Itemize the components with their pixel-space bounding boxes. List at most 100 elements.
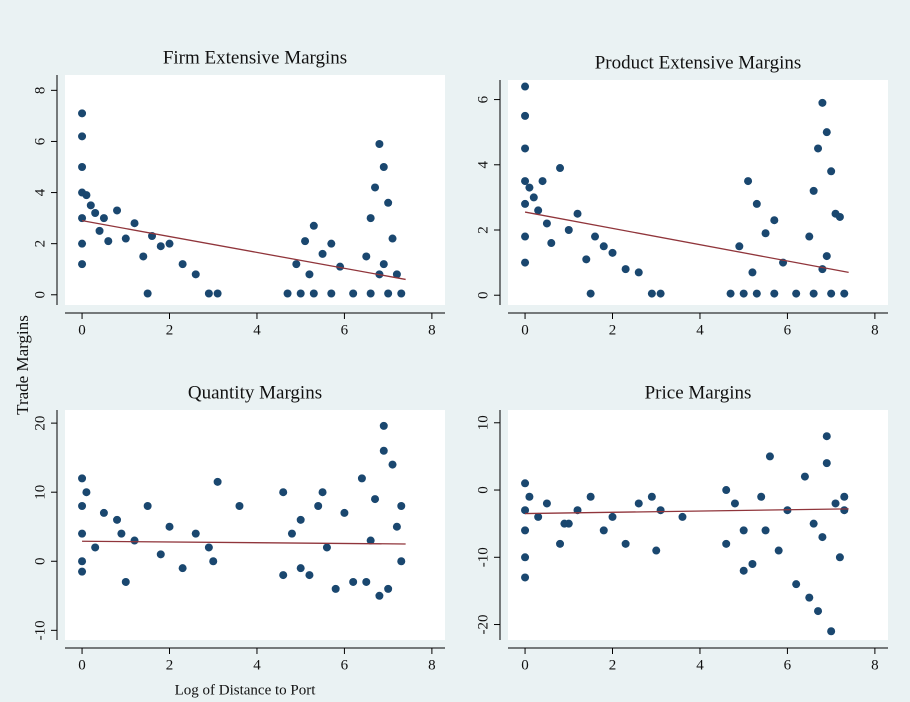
x-tick-label: 0 xyxy=(78,657,86,673)
scatter-point xyxy=(538,177,547,186)
scatter-point xyxy=(792,580,801,589)
y-tick-label: -20 xyxy=(475,615,491,635)
scatter-point xyxy=(91,543,100,552)
scatter-point xyxy=(525,183,534,192)
scatter-point xyxy=(840,289,849,298)
scatter-point xyxy=(156,242,165,251)
scatter-point xyxy=(165,239,174,248)
scatter-point xyxy=(191,270,200,279)
scatter-point xyxy=(384,198,393,207)
y-axis-label: Trade Margins xyxy=(13,315,32,415)
scatter-point xyxy=(621,539,630,548)
scatter-point xyxy=(761,229,770,238)
scatter-point xyxy=(521,232,530,241)
y-tick-label: 4 xyxy=(475,161,491,169)
scatter-point xyxy=(371,495,380,504)
scatter-point xyxy=(827,627,836,636)
scatter-point xyxy=(78,214,87,223)
scatter-point xyxy=(542,219,551,228)
scatter-point xyxy=(805,232,814,241)
scatter-point xyxy=(357,474,366,483)
scatter-point xyxy=(809,519,818,528)
scatter-point xyxy=(591,232,600,241)
plot-area xyxy=(508,80,888,305)
scatter-point xyxy=(388,234,397,243)
y-tick-label: 2 xyxy=(32,240,48,248)
scatter-point xyxy=(521,82,530,91)
scatter-point xyxy=(191,529,200,538)
x-tick-label: 4 xyxy=(253,657,261,673)
scatter-point xyxy=(739,526,748,535)
scatter-point xyxy=(560,519,569,528)
scatter-point xyxy=(752,199,761,208)
scatter-point xyxy=(774,546,783,555)
y-tick-label: 10 xyxy=(475,415,491,430)
scatter-point xyxy=(309,289,318,298)
scatter-point xyxy=(78,502,87,511)
scatter-point xyxy=(822,432,831,441)
scatter-point xyxy=(521,573,530,582)
scatter-point xyxy=(305,270,314,279)
scatter-point xyxy=(521,506,530,515)
scatter-point xyxy=(82,191,91,200)
scatter-point xyxy=(827,167,836,176)
x-tick-label: 8 xyxy=(428,657,436,673)
scatter-point xyxy=(822,252,831,261)
scatter-point xyxy=(392,270,401,279)
scatter-point xyxy=(752,289,761,298)
scatter-point xyxy=(121,577,130,586)
scatter-point xyxy=(608,512,617,521)
panel-title: Price Margins xyxy=(645,382,752,403)
scatter-point xyxy=(534,206,543,215)
scatter-point xyxy=(521,144,530,153)
scatter-point xyxy=(78,260,87,269)
scatter-point xyxy=(556,164,565,173)
scatter-point xyxy=(770,216,779,225)
scatter-point xyxy=(840,492,849,501)
scatter-point xyxy=(143,502,152,511)
scatter-point xyxy=(678,512,687,521)
y-tick-label: 0 xyxy=(475,291,491,299)
scatter-point xyxy=(309,221,318,230)
scatter-point xyxy=(213,289,222,298)
plot-area xyxy=(65,410,445,640)
y-tick-label: 0 xyxy=(475,486,491,494)
scatter-point xyxy=(621,265,630,274)
scatter-point xyxy=(379,260,388,269)
scatter-point xyxy=(178,260,187,269)
scatter-point xyxy=(91,209,100,217)
x-tick-label: 4 xyxy=(696,322,704,338)
scatter-point xyxy=(362,577,371,586)
scatter-point xyxy=(765,452,774,461)
scatter-point xyxy=(739,289,748,298)
scatter-point xyxy=(204,289,213,298)
scatter-point xyxy=(305,571,314,580)
scatter-point xyxy=(104,237,113,246)
scatter-point xyxy=(78,567,87,576)
scatter-point xyxy=(534,512,543,521)
scatter-point xyxy=(818,533,827,542)
scatter-point xyxy=(384,584,393,593)
scatter-point xyxy=(599,242,608,251)
scatter-point xyxy=(647,492,656,501)
scatter-point xyxy=(814,144,823,153)
scatter-point xyxy=(739,566,748,575)
y-tick-label: 6 xyxy=(475,95,491,103)
plot-area xyxy=(65,75,445,305)
scatter-point xyxy=(331,584,340,593)
scatter-point xyxy=(521,258,530,267)
scatter-point xyxy=(213,477,222,486)
fit-line xyxy=(525,508,849,515)
scatter-point xyxy=(296,289,305,298)
scatter-point xyxy=(78,239,87,248)
x-tick-label: 6 xyxy=(341,657,349,673)
scatter-point xyxy=(397,502,406,511)
scatter-point xyxy=(757,492,766,501)
scatter-point xyxy=(805,593,814,602)
scatter-point xyxy=(279,488,288,497)
scatter-point xyxy=(375,591,384,600)
y-tick-label: 6 xyxy=(32,137,48,145)
scatter-point xyxy=(652,546,661,555)
scatter-point xyxy=(349,289,358,298)
